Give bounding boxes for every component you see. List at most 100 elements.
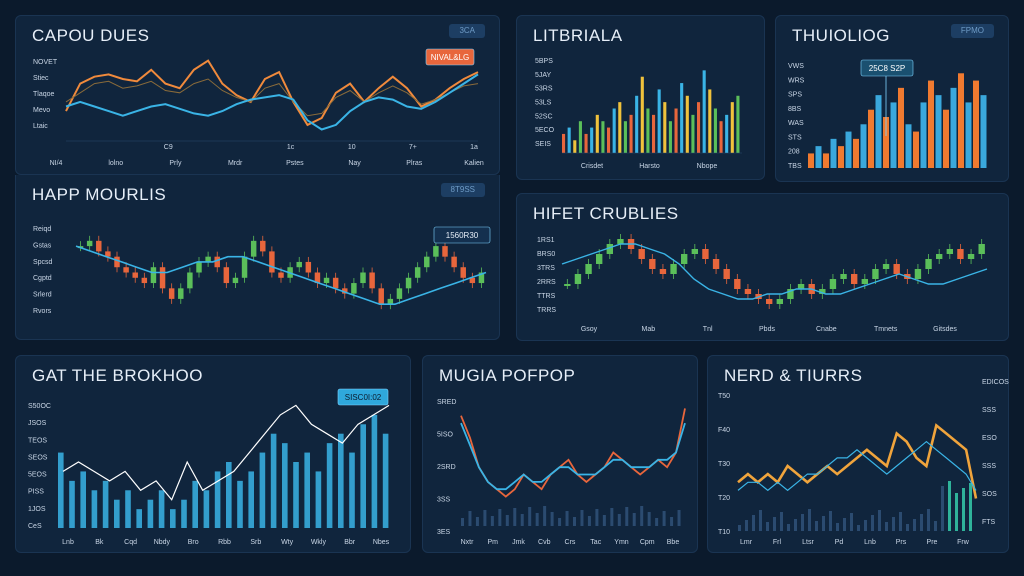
volume-bar (505, 515, 509, 526)
x-tick-label: Pstes (286, 160, 304, 167)
icon-label: 1a (470, 144, 478, 151)
volume-bar (640, 506, 644, 526)
volume-bar (815, 521, 818, 531)
volume-bar (808, 509, 811, 531)
chart-badge[interactable]: FPMO (950, 24, 994, 38)
candle-body (787, 289, 794, 299)
candle-body (585, 264, 592, 274)
x-tick-label: Pre (927, 539, 938, 546)
chart-badge[interactable]: 8T9SS (440, 183, 485, 197)
candle-body (723, 269, 730, 279)
bar (680, 83, 684, 153)
volume-bar (461, 518, 464, 526)
candle-body (766, 299, 773, 304)
candle-body (442, 246, 448, 257)
y-tick-label: 5EOS (28, 472, 47, 479)
callout-label: NIVAL&LG (431, 53, 470, 62)
candle-body (957, 249, 964, 259)
candle-body (314, 272, 321, 284)
chart-badge[interactable]: 3CA (449, 24, 485, 38)
candle-body (914, 269, 922, 279)
bar (928, 80, 934, 168)
bar (595, 114, 599, 153)
x-tick-label: Prs (896, 539, 907, 546)
volume-bar (617, 514, 621, 526)
bar (80, 471, 86, 528)
bar (360, 424, 366, 528)
bar (668, 121, 672, 153)
volume-bar (878, 510, 881, 531)
candle-body (232, 277, 239, 284)
y-tick-label: TTRS (537, 293, 556, 300)
bar (618, 102, 622, 153)
bar (652, 114, 656, 153)
x-tick-label: Cpm (640, 539, 655, 546)
bar (304, 452, 310, 528)
x-tick-label: Crisdet (581, 163, 603, 170)
x-tick-label: NI/4 (50, 160, 63, 167)
y-tick-label: 2RRS (537, 279, 556, 286)
candle-body (659, 269, 667, 274)
x-tick-label: Rbb (218, 539, 231, 546)
volume-bar (550, 512, 554, 526)
bar (136, 509, 142, 528)
y-tick-label: TBS (788, 163, 802, 170)
volume-bar (535, 513, 539, 526)
bar (102, 480, 109, 528)
line-chart: NOVET Stiec Tlaqoe Mevo Ltaic NIVAL&LG C9 1c 10 7… (33, 48, 484, 167)
y-tick-label: 2SRD (437, 464, 456, 471)
volume-bar (766, 522, 769, 531)
volume-bar (610, 508, 614, 526)
volume-bar (906, 524, 909, 531)
x-tick-label: Tmnets (874, 326, 898, 333)
bar (282, 443, 288, 528)
volume-bar (513, 508, 517, 526)
x-tick-label: Srb (250, 539, 261, 546)
bar (158, 490, 165, 528)
bar (830, 138, 837, 168)
bar (567, 127, 571, 153)
bar (293, 462, 299, 528)
callout-label: 1560R30 (446, 231, 479, 240)
candle-body (744, 289, 752, 294)
volume-bar (759, 510, 762, 531)
y-tick-label: 52SC (535, 113, 553, 120)
x-tick-label: Ltsr (802, 539, 814, 546)
y-tick-label: Stiec (33, 75, 49, 82)
candle-body (776, 299, 783, 304)
candle-body (260, 240, 266, 252)
x-tick-label: Prly (169, 160, 182, 167)
x-tick-label: Frl (773, 539, 782, 546)
volume-bar (913, 519, 916, 531)
y-tick-label: 8BS (788, 106, 802, 113)
bar (590, 127, 594, 153)
candle-body (196, 261, 202, 273)
candle-body (141, 277, 148, 284)
right-tick-label: SSS (982, 407, 996, 414)
bar-chart: 5BPS 5JAY 53RS 53LS 52SC 5ECO SEIS Crisdet Harst… (535, 58, 742, 170)
x-tick-label: Cnabe (816, 326, 837, 333)
volume-bar (483, 510, 487, 526)
x-tick-label: Bk (95, 539, 104, 546)
right-tick-label: ESO (982, 435, 997, 442)
bar (58, 452, 64, 528)
chart-title: THUIOLIOG (792, 26, 891, 45)
volume-bar (892, 517, 895, 531)
bar (965, 102, 972, 168)
y-tick-label: 5ISO (437, 432, 454, 439)
trend-line (75, 245, 487, 305)
x-tick-label: Pbds (759, 326, 775, 333)
bar (725, 114, 729, 153)
bar (349, 452, 355, 528)
bar (868, 109, 874, 168)
candle-body (278, 272, 284, 278)
x-tick-label: Cvb (538, 539, 551, 546)
icon-label: 10 (348, 144, 356, 151)
bar (973, 80, 979, 168)
y-tick-label: Gstas (33, 242, 52, 249)
candle-body (936, 254, 943, 259)
candle-body (734, 279, 741, 289)
candle-body (451, 256, 457, 268)
y-tick-label: Mevo (33, 107, 50, 114)
line-chart: SRED 5ISO 2SRD 3SS 3ES Nxtr Pm Jmk Cvb Crs Tac Ymn C… (437, 399, 686, 546)
